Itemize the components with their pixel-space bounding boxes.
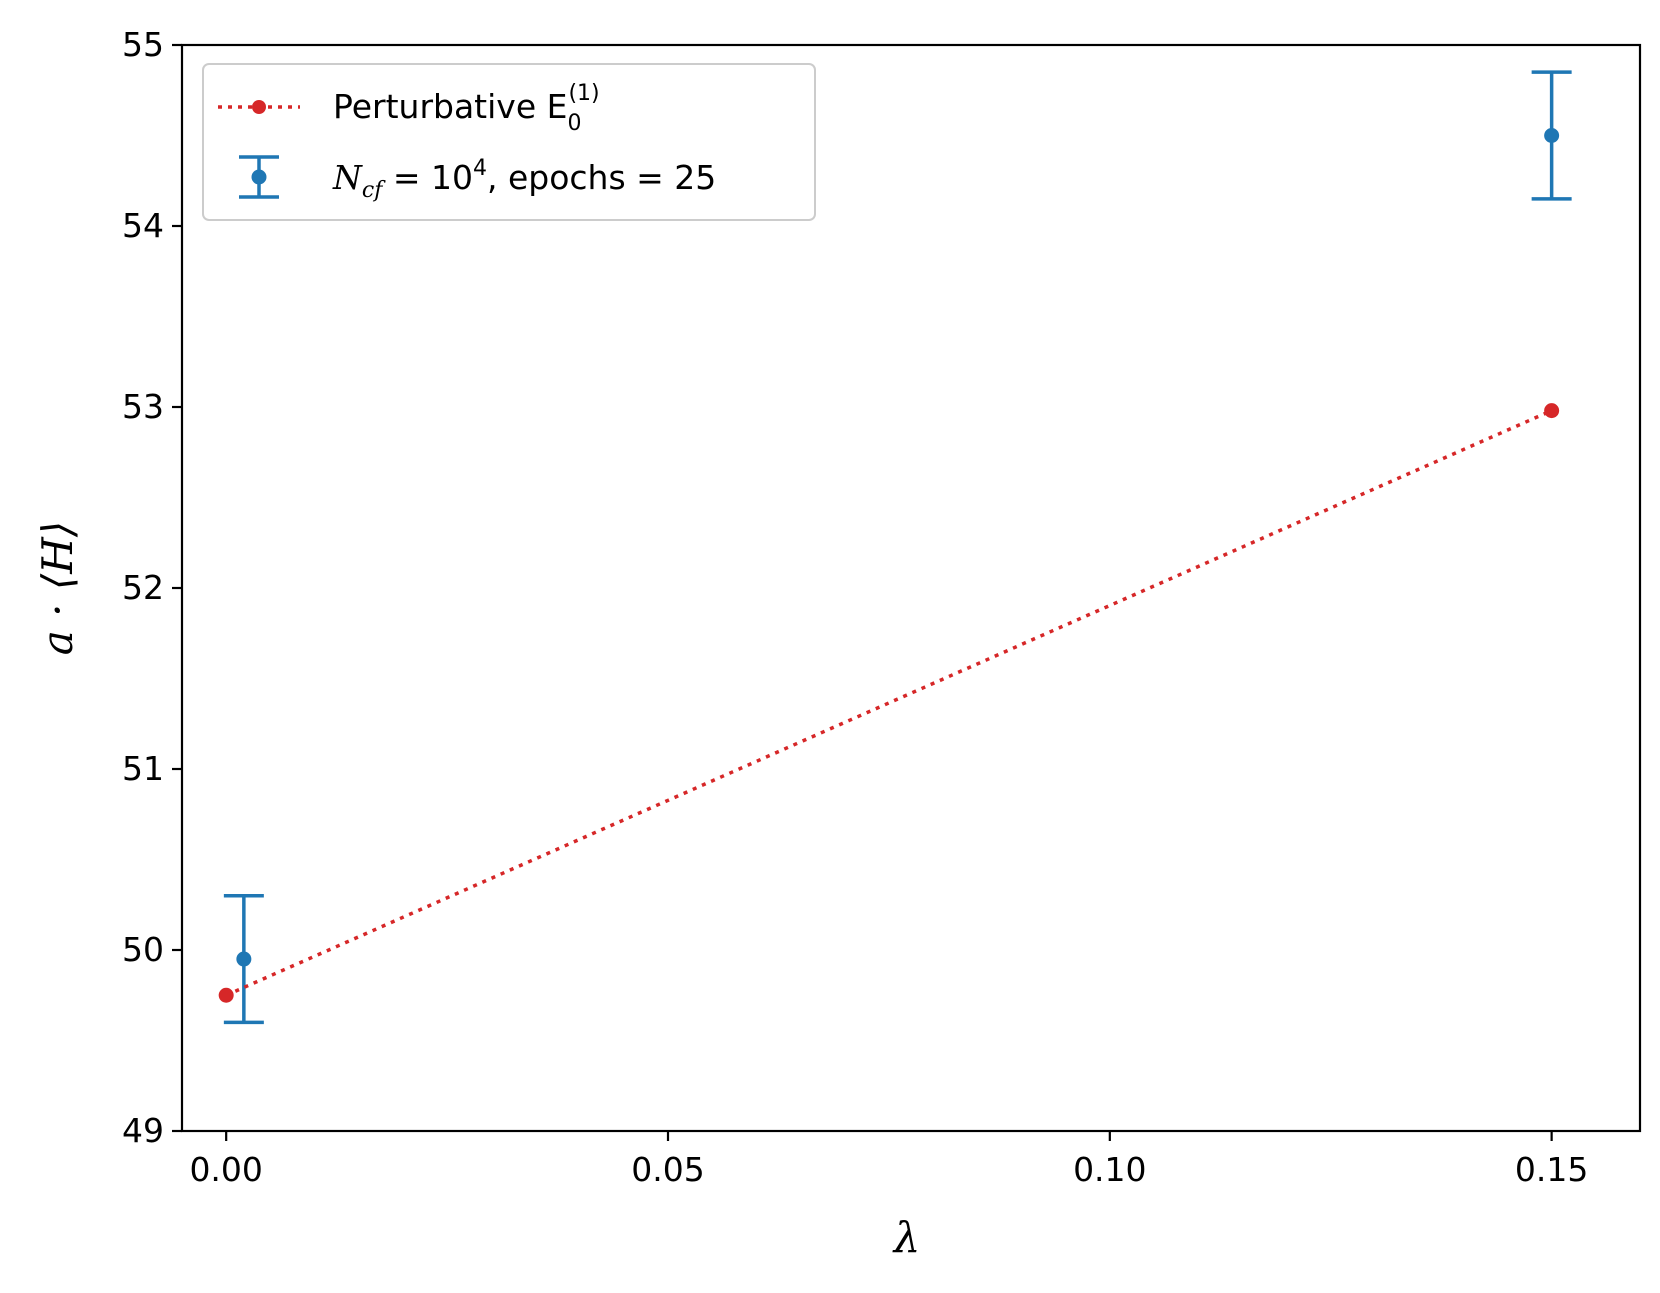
- y-tick-label: 49: [122, 1111, 164, 1150]
- errorbar-point: [1544, 128, 1560, 143]
- y-tick-label: 55: [122, 25, 164, 64]
- legend-label-ncf: Ncf = 104, epochs = 25: [332, 156, 716, 203]
- y-tick-label: 50: [122, 930, 164, 969]
- legend-label-perturbative: Perturbative E0(1): [333, 81, 600, 136]
- errorbar-point: [236, 951, 252, 967]
- y-tick-label: 51: [122, 749, 164, 788]
- x-axis-label: λ: [892, 1213, 921, 1262]
- y-tick-label: 54: [122, 206, 164, 245]
- y-axis-label: a · ⟨H⟩: [33, 521, 82, 656]
- x-axis: 0.00 0.05 0.10 0.15: [189, 1131, 1588, 1189]
- x-tick-label: 0.15: [1515, 1150, 1588, 1189]
- series-layer: [218, 70, 1572, 1025]
- x-tick-label: 0.05: [631, 1150, 704, 1189]
- perturbative-point: [218, 987, 234, 1003]
- plot-area: [180, 43, 1642, 1133]
- y-axis: 49 50 51 52 53 54 55: [122, 25, 182, 1150]
- legend: Perturbative E0(1) Ncf = 104, epochs = 2…: [202, 63, 816, 221]
- x-tick-label: 0.10: [1073, 1150, 1146, 1189]
- legend-marker-perturbative: [252, 100, 266, 114]
- perturbative-point: [1544, 403, 1560, 419]
- legend-marker-ncf: [251, 169, 267, 185]
- legend-box: [202, 63, 816, 221]
- x-tick-label: 0.00: [189, 1150, 262, 1189]
- perturbative-line: [225, 409, 1553, 997]
- y-tick-label: 53: [122, 387, 164, 426]
- y-tick-label: 52: [122, 568, 164, 607]
